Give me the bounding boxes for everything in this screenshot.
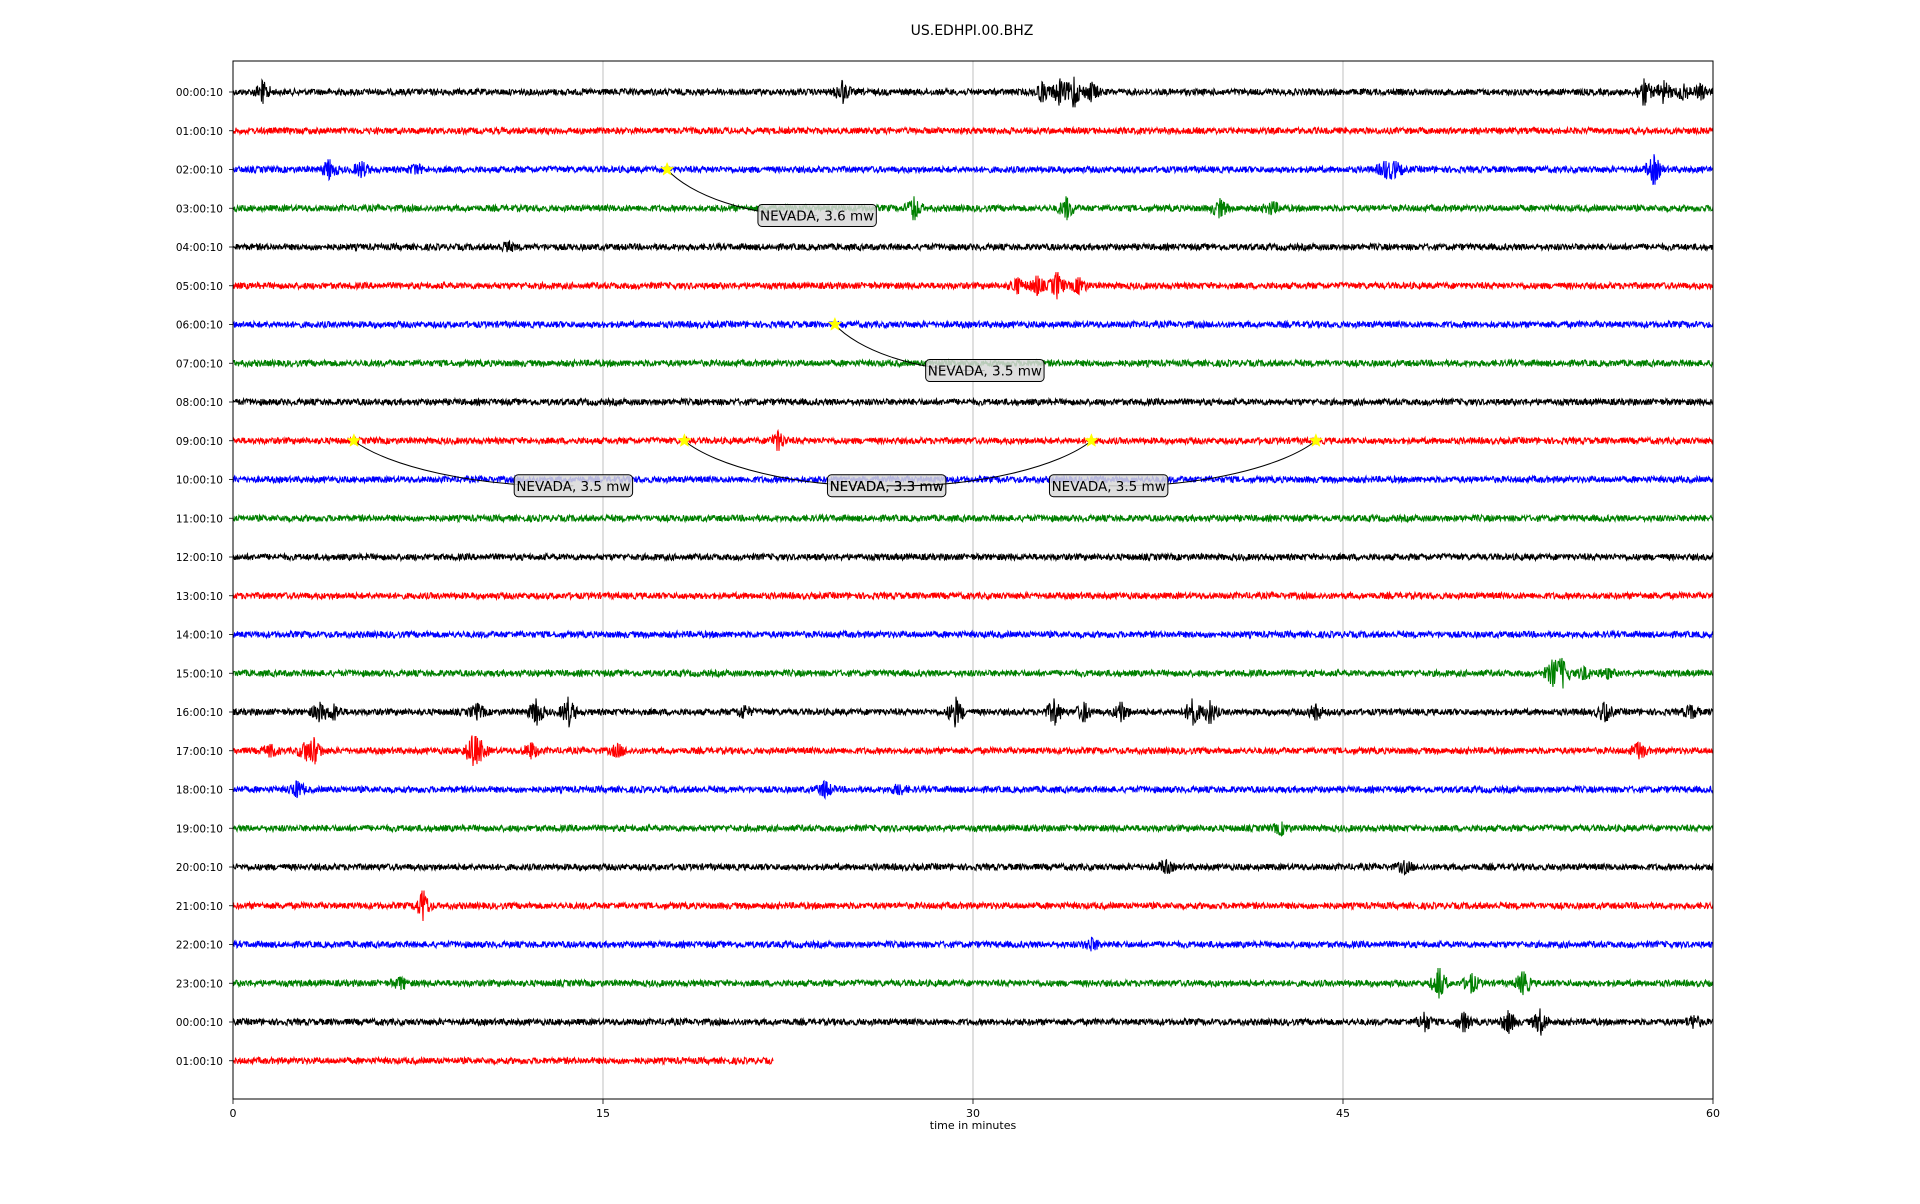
trace-line (232, 936, 1714, 952)
annotation-label: NEVADA, 3.5 mw (1052, 479, 1166, 495)
y-tick-labels: 00:00:10 01:00:10 02:00:10 03:00:10 04:00:10… (176, 87, 233, 1068)
trace-line (232, 76, 1714, 108)
trace-line (232, 779, 1714, 800)
trace-line (232, 735, 1714, 767)
annotation-label: NEVADA, 3.3 mw (830, 479, 944, 495)
trace-line (232, 1008, 1714, 1036)
annotation-box (925, 359, 1045, 382)
y-tick-label: 11:00:10 (176, 513, 223, 525)
x-tick-label: 45 (1336, 1107, 1350, 1120)
trace-line (232, 1055, 774, 1067)
annotation-arrow (886, 440, 1092, 487)
trace-line (232, 590, 1714, 602)
annotation-label: NEVADA, 3.5 mw (516, 479, 630, 495)
y-tick-label: 00:00:10 (176, 87, 223, 99)
y-tick-label: 15:00:10 (176, 668, 223, 680)
y-tick-label: 23:00:10 (176, 978, 223, 990)
trace-line (232, 239, 1714, 253)
trace-line (232, 428, 1714, 451)
trace-line (232, 821, 1714, 838)
trace-line (232, 967, 1714, 999)
trace-line (232, 890, 1714, 922)
y-tick-label: 13:00:10 (176, 591, 223, 603)
y-tick-label: 08:00:10 (176, 397, 223, 409)
x-axis-label: time in minutes (930, 1119, 1017, 1132)
y-tick-label: 05:00:10 (176, 281, 223, 293)
y-tick-label: 10:00:10 (176, 475, 223, 487)
event-star-marker (659, 161, 675, 176)
y-tick-label: 07:00:10 (176, 358, 223, 370)
event-star-marker (1308, 433, 1324, 447)
trace-line (232, 272, 1714, 300)
y-tick-label: 06:00:10 (176, 320, 223, 332)
trace-line (232, 629, 1714, 640)
event-star-marker (1084, 433, 1099, 447)
y-tick-label: 19:00:10 (176, 823, 223, 835)
trace-line (232, 696, 1714, 728)
y-tick-label: 21:00:10 (176, 901, 223, 913)
trace-line (232, 154, 1714, 185)
event-star-marker (346, 433, 362, 447)
x-tick-label: 0 (230, 1107, 237, 1120)
y-tick-label: 18:00:10 (176, 785, 223, 797)
event-star-marker (827, 316, 843, 331)
trace-line (232, 513, 1714, 524)
y-tick-label: 20:00:10 (176, 862, 223, 874)
chart-title: US.EDHPI.00.BHZ (911, 23, 1034, 39)
y-tick-label: 14:00:10 (176, 630, 223, 642)
y-tick-label: 22:00:10 (176, 940, 223, 952)
x-tick-label: 30 (966, 1107, 980, 1120)
annotation-label: NEVADA, 3.6 mw (760, 209, 874, 225)
x-ticks: 0 15 30 45 60 (230, 1099, 1720, 1120)
y-tick-label: 00:00:10 (176, 1017, 223, 1029)
trace-line (232, 551, 1714, 563)
x-tick-label: 60 (1706, 1107, 1720, 1120)
event-annotations: NEVADA, 3.6 mw NEVADA, 3.5 mw NEVADA, 3.5 … (346, 161, 1324, 498)
y-tick-label: 12:00:10 (176, 552, 223, 564)
annotation-box (1048, 474, 1169, 498)
trace-line (232, 657, 1714, 689)
annotation-label: NEVADA, 3.5 mw (928, 364, 1042, 380)
trace-line (232, 196, 1714, 221)
annotation-box (757, 204, 877, 227)
x-tick-label: 15 (596, 1107, 610, 1120)
trace-line (232, 319, 1714, 330)
grid-lines (602, 61, 1344, 1099)
trace-line (232, 125, 1714, 136)
y-tick-label: 01:00:10 (176, 1056, 223, 1068)
trace-line (232, 396, 1714, 408)
annotation-box (513, 474, 634, 498)
y-tick-label: 09:00:10 (176, 436, 223, 448)
plot-frame (232, 60, 1714, 1100)
annotation-label: NEVADA, 3.3 mw (830, 479, 944, 495)
y-tick-label: 02:00:10 (176, 165, 223, 177)
event-star-marker (677, 433, 692, 447)
y-tick-label: 17:00:10 (176, 746, 223, 758)
trace-line (232, 858, 1714, 876)
y-tick-label: 03:00:10 (176, 203, 223, 215)
y-tick-label: 04:00:10 (176, 242, 223, 254)
y-tick-label: 16:00:10 (176, 707, 223, 719)
y-tick-label: 01:00:10 (176, 126, 223, 138)
